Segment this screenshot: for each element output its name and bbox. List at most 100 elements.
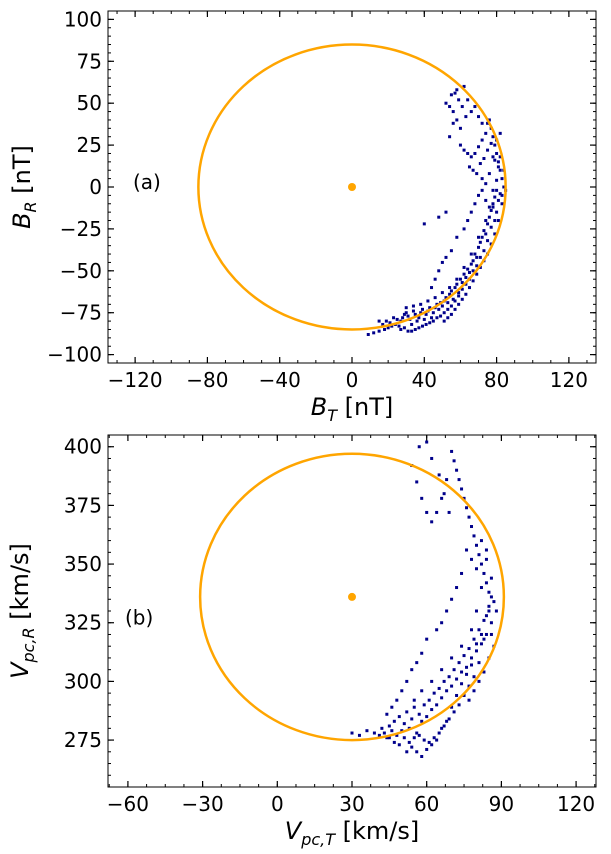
scatter-point (462, 148, 466, 152)
scatter-point (442, 319, 446, 323)
scatter-point (487, 118, 491, 122)
scatter-point (453, 286, 457, 290)
x-axis-label: Vpc,T [km/s] (285, 817, 419, 849)
scatter-point (412, 736, 416, 740)
scatter-point (451, 110, 455, 114)
scatter-point (489, 141, 493, 145)
scatter-point (484, 182, 488, 186)
scatter-point (431, 311, 435, 315)
scatter-point (489, 621, 493, 625)
scatter-point (457, 291, 461, 295)
scatter-point (484, 581, 488, 585)
scatter-point (471, 168, 475, 172)
scatter-point (425, 637, 429, 641)
y-tick-label: −25 (60, 217, 102, 241)
scatter-point (487, 609, 491, 613)
scatter-point (435, 510, 439, 514)
center-point (348, 592, 356, 601)
scatter-point (420, 651, 424, 655)
x-tick-label: −80 (186, 368, 228, 392)
scatter-point (377, 733, 381, 737)
scatter-point (473, 202, 477, 206)
scatter-point (455, 468, 459, 472)
scatter-point (491, 188, 495, 192)
scatter-point (455, 118, 459, 122)
scatter-point (402, 326, 406, 330)
scatter-point (465, 506, 469, 510)
scatter-point (464, 292, 468, 296)
scatter-point (491, 202, 495, 206)
scatter-point (482, 670, 486, 674)
y-tick-label: 275 (64, 728, 102, 752)
scatter-point (402, 722, 406, 726)
scatter-point (484, 131, 488, 135)
scatter-point (466, 151, 470, 155)
scatter-point (467, 270, 471, 274)
scatter-point (453, 307, 457, 311)
scatter-point (417, 316, 421, 320)
y-tick-label: −100 (47, 343, 102, 367)
scatter-point (457, 302, 461, 306)
scatter-point (415, 750, 419, 754)
scatter-point (440, 696, 444, 700)
scatter-point (460, 281, 464, 285)
scatter-point (479, 539, 483, 543)
scatter-point (444, 101, 448, 105)
scatter-point (495, 178, 499, 182)
scatter-point (455, 693, 459, 697)
scatter-point (498, 131, 502, 135)
y-tick-label: 325 (64, 611, 102, 635)
scatter-point (486, 121, 490, 125)
scatter-point (477, 679, 481, 683)
scatter-point (484, 219, 488, 223)
scatter-point (470, 557, 474, 561)
scatter-point (489, 576, 493, 580)
scatter-point (444, 255, 448, 259)
scatter-point (482, 157, 486, 161)
scatter-point (455, 277, 459, 281)
scatter-point (357, 733, 361, 737)
scatter-point (440, 726, 444, 730)
scatter-point (482, 571, 486, 575)
scatter-point (437, 731, 441, 735)
scatter-point (480, 188, 484, 192)
scatter-point (470, 656, 474, 660)
scatter-point (460, 297, 464, 301)
scatter-point (484, 614, 488, 618)
scatter-point (462, 84, 466, 88)
scatter-point (392, 740, 396, 744)
scatter-point (489, 208, 493, 212)
scatter-point (365, 729, 369, 733)
scatter-point (430, 316, 434, 320)
scatter-point (420, 307, 424, 311)
scatter-point (437, 269, 441, 273)
scatter-point (430, 708, 434, 712)
scatter-point (453, 91, 457, 95)
scatter-point (442, 311, 446, 315)
scatter-point (402, 312, 406, 316)
scatter-point (366, 333, 370, 337)
x-tick-label: 120 (557, 792, 595, 816)
scatter-point (437, 215, 441, 219)
scatter-point (435, 738, 439, 742)
reference-circle (197, 43, 507, 331)
scatter-point (381, 322, 385, 326)
scatter-point (422, 222, 426, 226)
scatter-point (500, 202, 504, 206)
scatter-point (480, 235, 484, 239)
scatter-point (458, 126, 462, 130)
y-tick-label: 25 (77, 133, 102, 157)
scatter-point (477, 553, 481, 557)
scatter-point (455, 586, 459, 590)
reference-circle (198, 452, 506, 742)
scatter-point (471, 279, 475, 283)
scatter-point (412, 698, 416, 702)
scatter-point (377, 329, 381, 333)
scatter-point (475, 172, 479, 176)
scatter-point (452, 710, 456, 714)
y-tick-label: 350 (64, 552, 102, 576)
scatter-point (448, 286, 452, 290)
scatter-point (397, 324, 401, 328)
scatter-series (366, 84, 508, 337)
